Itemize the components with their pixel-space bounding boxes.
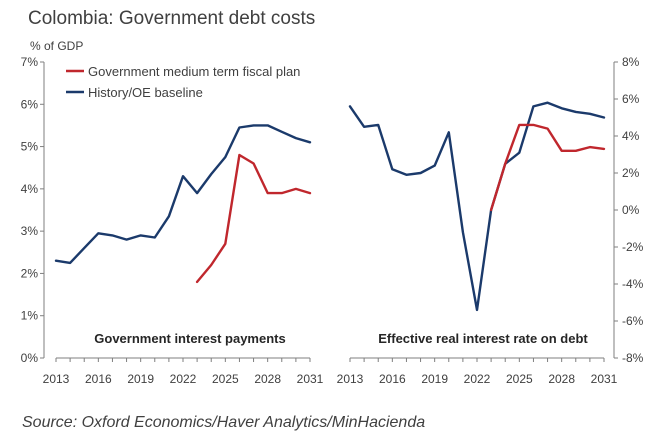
y-tick-label: -4% <box>622 277 644 291</box>
y-tick-label: 6% <box>21 97 39 111</box>
y-tick-label: 0% <box>21 351 39 365</box>
panel-title: Government interest payments <box>94 331 285 346</box>
x-tick-label: 2025 <box>506 372 533 386</box>
y-tick-label: 3% <box>21 224 39 238</box>
x-tick-label: 2031 <box>297 372 324 386</box>
x-tick-label: 2019 <box>421 372 448 386</box>
series-line-fiscal-plan <box>195 153 312 284</box>
source-note: Source: Oxford Economics/Haver Analytics… <box>22 414 426 431</box>
x-tick-label: 2031 <box>591 372 618 386</box>
y-tick-label: -8% <box>622 351 644 365</box>
y-tick-label: 7% <box>21 55 39 69</box>
legend-label: History/OE baseline <box>88 85 203 100</box>
y-tick-label: 2% <box>622 166 640 180</box>
x-tick-label: 2028 <box>254 372 281 386</box>
x-tick-label: 2013 <box>43 372 70 386</box>
series-line-baseline <box>348 101 606 312</box>
series-line-fiscal-plan <box>489 123 606 212</box>
y-tick-label: -6% <box>622 314 644 328</box>
x-tick-label: 2016 <box>379 372 406 386</box>
y-tick-label: 4% <box>622 129 640 143</box>
x-tick-label: 2019 <box>127 372 154 386</box>
x-tick-label: 2025 <box>212 372 239 386</box>
y-tick-label: 0% <box>622 203 640 217</box>
series-line-baseline <box>54 124 312 265</box>
x-tick-label: 2016 <box>85 372 112 386</box>
y-tick-label: 1% <box>21 309 39 323</box>
y-tick-label: 6% <box>622 92 640 106</box>
y-tick-label: 5% <box>21 140 39 154</box>
legend-label: Government medium term fiscal plan <box>88 64 300 79</box>
chart-title: Colombia: Government debt costs <box>28 8 316 29</box>
panel-title: Effective real interest rate on debt <box>378 331 588 346</box>
x-tick-label: 2013 <box>337 372 364 386</box>
y-axis-unit-label: % of GDP <box>30 39 83 53</box>
y-tick-label: 8% <box>622 55 640 69</box>
x-tick-label: 2028 <box>548 372 575 386</box>
x-tick-label: 2022 <box>464 372 491 386</box>
x-tick-label: 2022 <box>170 372 197 386</box>
y-tick-label: 4% <box>21 182 39 196</box>
y-tick-label: -2% <box>622 240 644 254</box>
y-tick-label: 2% <box>21 266 39 280</box>
